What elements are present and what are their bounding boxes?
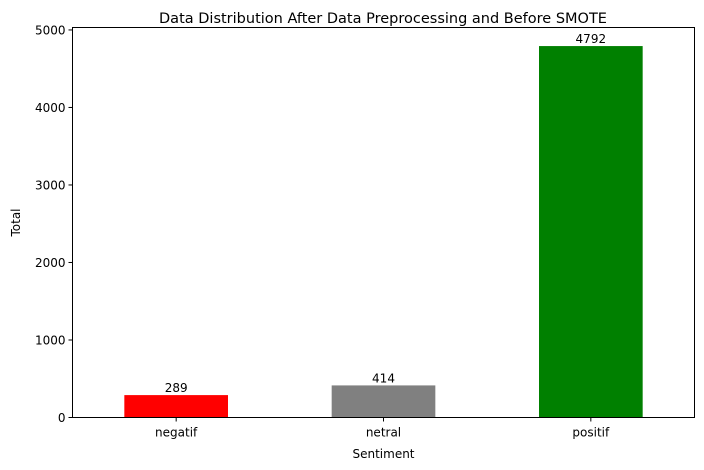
bar-netral <box>331 385 436 418</box>
y-tick-label-0: 0 <box>58 411 66 425</box>
value-label-netral: 414 <box>372 371 395 385</box>
plot-area: 289 negatif 414 netral 4792 positif 0 1000 2000 3… <box>35 23 643 440</box>
chart-title: Data Distribution After Data Preprocessi… <box>159 11 607 27</box>
x-axis-label: Sentiment <box>352 447 414 461</box>
plot-frame <box>72 27 695 418</box>
bar-negatif <box>124 395 228 418</box>
bar-positif <box>539 46 643 418</box>
x-tick-label-netral: netral <box>366 426 401 440</box>
value-label-negatif: 289 <box>165 381 188 395</box>
y-tick-label-5000: 5000 <box>35 23 66 37</box>
y-tick-label-4000: 4000 <box>35 101 66 115</box>
y-tick-label-3000: 3000 <box>35 178 66 192</box>
value-label-positif: 4792 <box>576 32 607 46</box>
x-tick-label-negatif: negatif <box>155 426 198 440</box>
x-tick-label-positif: positif <box>572 426 610 440</box>
y-axis-label: Total <box>9 208 23 237</box>
y-tick-label-2000: 2000 <box>35 256 66 270</box>
y-tick-label-1000: 1000 <box>35 333 66 347</box>
